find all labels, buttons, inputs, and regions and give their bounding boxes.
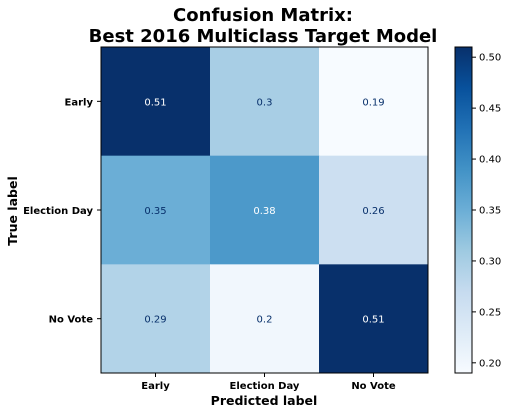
chart-subtitle: Best 2016 Multiclass Target Model xyxy=(89,26,438,47)
matrix-cell-value: 0.38 xyxy=(253,206,275,217)
matrix-cell xyxy=(210,155,320,265)
matrix-cell-value: 0.26 xyxy=(362,206,384,217)
colorbar-tick-label: 0.35 xyxy=(479,206,501,217)
matrix-cell-value: 0.19 xyxy=(362,97,384,108)
y-axis-label: True label xyxy=(5,176,20,245)
chart-title: Confusion Matrix: xyxy=(173,5,353,26)
matrix-cell-value: 0.35 xyxy=(144,206,166,217)
colorbar-tick-label: 0.25 xyxy=(479,307,501,318)
matrix-cell xyxy=(101,47,211,157)
matrix-cells xyxy=(101,47,429,374)
y-tick-label: No Vote xyxy=(49,315,94,326)
matrix-cell xyxy=(319,47,429,157)
matrix-cell-value: 0.51 xyxy=(362,315,384,326)
matrix-cell xyxy=(210,264,320,374)
colorbar xyxy=(454,46,473,374)
colorbar-tick-label: 0.40 xyxy=(479,155,501,166)
matrix-cell-value: 0.29 xyxy=(144,315,166,326)
matrix-cell xyxy=(101,264,211,374)
matrix-cell-value: 0.3 xyxy=(257,97,273,108)
matrix-cell-value: 0.51 xyxy=(144,97,166,108)
colorbar-ticks: 0.20 0.25 0.30 0.35 0.40 0.45 0.50 xyxy=(472,53,501,369)
x-tick-label: Election Day xyxy=(230,381,300,392)
colorbar-tick-label: 0.30 xyxy=(479,256,501,267)
y-tick-labels: Early Election Day No Vote xyxy=(23,97,101,326)
x-tick-label: Early xyxy=(141,381,170,392)
matrix-cell xyxy=(319,155,429,265)
colorbar-tick-label: 0.20 xyxy=(479,358,501,369)
x-axis-label: Predicted label xyxy=(211,393,318,408)
matrix-cell xyxy=(210,47,320,157)
colorbar-tick-label: 0.45 xyxy=(479,104,501,115)
x-tick-label: No Vote xyxy=(351,381,396,392)
y-tick-label: Election Day xyxy=(23,206,93,217)
matrix-cell xyxy=(319,264,429,374)
matrix-cell-value: 0.2 xyxy=(257,315,273,326)
y-tick-label: Early xyxy=(65,97,94,108)
matrix-cell-labels: 0.51 0.3 0.19 0.35 0.38 0.26 0.29 0.2 0.51 xyxy=(144,97,384,325)
matrix-cell xyxy=(101,155,211,265)
x-tick-labels: Early Election Day No Vote xyxy=(141,373,396,392)
colorbar-tick-label: 0.50 xyxy=(479,53,501,64)
